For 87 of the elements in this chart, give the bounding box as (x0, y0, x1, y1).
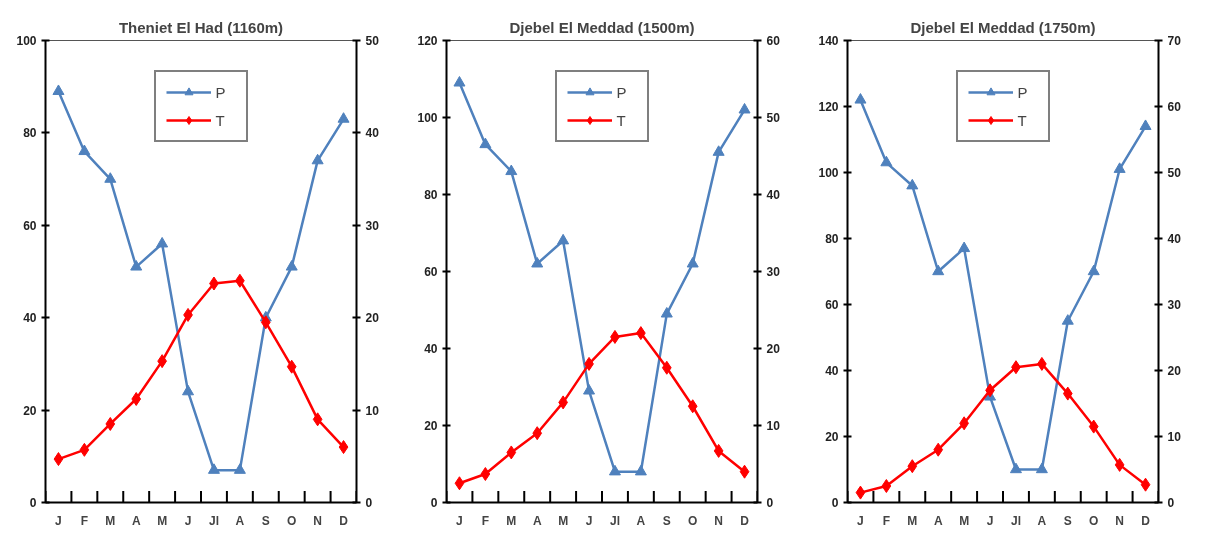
y-tick-label: 20 (424, 419, 438, 433)
x-tick-label: D (740, 513, 750, 528)
x-tick-label: S (261, 513, 270, 528)
x-tick-label: O (1089, 513, 1099, 528)
y-tick-label: 60 (424, 265, 438, 279)
x-tick-label: A (235, 513, 245, 528)
x-tick-label: O (688, 513, 698, 528)
y2-tick-label: 30 (766, 265, 781, 279)
y2-tick-label: 60 (766, 34, 781, 48)
x-tick-label: A (1037, 513, 1047, 528)
legend-label: T (1017, 111, 1028, 129)
x-tick-label: F (80, 513, 89, 528)
legend-label: T (215, 111, 226, 129)
x-tick-label: O (287, 513, 297, 528)
y2-tick-label: 0 (365, 496, 373, 510)
x-tick-label: A (933, 513, 943, 528)
y-tick-label: 40 (825, 364, 839, 378)
y-tick-label: 80 (825, 232, 839, 246)
chart-title: Djebel El Meddad (1750m) (910, 18, 1096, 36)
x-tick-label: J (857, 513, 864, 528)
x-tick-label: J (456, 513, 463, 528)
y-tick-label: 40 (23, 311, 37, 326)
y-tick-label: 100 (818, 166, 839, 180)
x-tick-label: D (1141, 513, 1151, 528)
legend-label: T (616, 111, 627, 129)
x-tick-label: Jl (1010, 513, 1021, 528)
y2-tick-label: 10 (365, 403, 380, 418)
y2-tick-label: 10 (1167, 430, 1182, 444)
y2-tick-label: 50 (1167, 166, 1182, 180)
x-tick-label: J (585, 513, 593, 528)
y2-tick-label: 50 (365, 34, 380, 48)
x-tick-label: A (131, 513, 141, 528)
y-tick-label: 100 (417, 111, 438, 125)
legend-label: P (215, 83, 227, 101)
x-tick-label: D (339, 513, 349, 528)
y2-tick-label: 20 (1167, 364, 1182, 378)
x-tick-label: N (714, 513, 723, 528)
x-tick-label: F (882, 513, 891, 528)
y2-tick-label: 30 (365, 218, 380, 233)
y-tick-label: 40 (424, 342, 438, 356)
x-tick-label: F (481, 513, 490, 528)
y-tick-label: 100 (16, 34, 37, 48)
y2-tick-label: 20 (365, 311, 380, 326)
y-tick-label: 20 (23, 403, 37, 418)
chart-title: Djebel El Meddad (1500m) (509, 18, 695, 36)
y2-tick-label: 0 (1167, 496, 1175, 510)
y2-tick-label: 40 (766, 188, 781, 202)
y2-tick-label: 20 (766, 342, 781, 356)
y2-tick-label: 40 (365, 126, 380, 141)
y-tick-label: 80 (424, 188, 438, 202)
legend-label: P (1017, 83, 1029, 101)
x-tick-label: M (506, 513, 517, 528)
y2-tick-label: 70 (1167, 34, 1182, 48)
y-tick-label: 140 (818, 34, 839, 48)
y2-tick-label: 0 (766, 496, 774, 510)
y-tick-label: 60 (825, 298, 839, 312)
x-tick-label: N (1115, 513, 1124, 528)
x-tick-label: A (532, 513, 542, 528)
y-tick-label: 80 (23, 126, 37, 141)
x-tick-label: Jl (609, 513, 620, 528)
x-tick-label: M (907, 513, 918, 528)
y-tick-label: 0 (430, 496, 438, 510)
legend-label: P (616, 83, 628, 101)
y2-tick-label: 50 (766, 111, 781, 125)
x-tick-label: M (959, 513, 970, 528)
y-tick-label: 20 (825, 430, 839, 444)
x-tick-label: N (313, 513, 322, 528)
y2-tick-label: 10 (766, 419, 781, 433)
chart-title: Theniet El Had (1160m) (118, 18, 284, 36)
x-tick-label: Jl (208, 513, 219, 528)
y-tick-label: 120 (417, 34, 438, 48)
x-tick-label: M (558, 513, 569, 528)
y2-tick-label: 30 (1167, 298, 1182, 312)
y-tick-label: 0 (831, 496, 839, 510)
x-tick-label: J (55, 513, 62, 528)
x-tick-label: M (157, 513, 168, 528)
y-tick-label: 60 (23, 218, 37, 233)
x-tick-label: A (636, 513, 646, 528)
x-tick-label: S (1063, 513, 1072, 528)
y2-tick-label: 60 (1167, 100, 1182, 114)
x-tick-label: M (105, 513, 116, 528)
x-tick-label: J (986, 513, 994, 528)
y2-tick-label: 40 (1167, 232, 1182, 246)
y-tick-label: 0 (29, 496, 37, 510)
x-tick-label: J (184, 513, 192, 528)
x-tick-label: S (662, 513, 671, 528)
y-tick-label: 120 (818, 100, 839, 114)
